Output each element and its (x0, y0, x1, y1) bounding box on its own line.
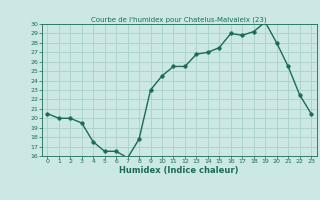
X-axis label: Humidex (Indice chaleur): Humidex (Indice chaleur) (119, 166, 239, 175)
Title: Courbe de l'humidex pour Chatelus-Malvaleix (23): Courbe de l'humidex pour Chatelus-Malval… (92, 16, 267, 23)
